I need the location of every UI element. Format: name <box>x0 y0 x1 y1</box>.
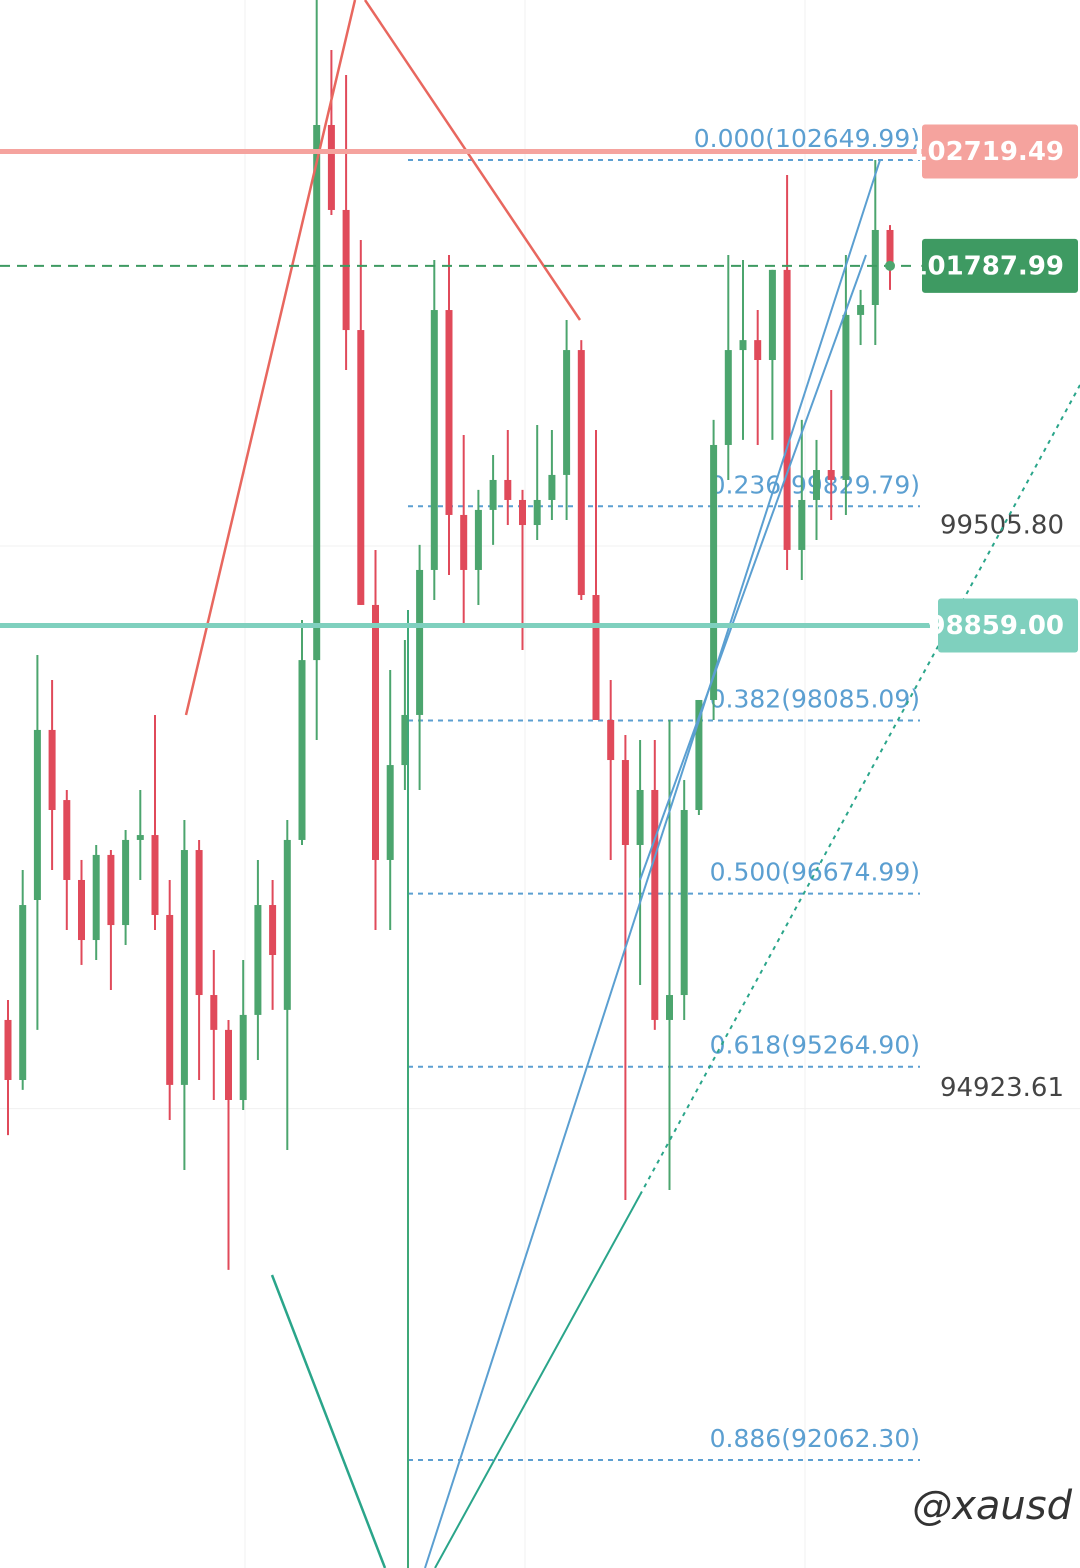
candle-body <box>210 995 218 1030</box>
candle-body <box>4 1019 12 1080</box>
candle-body <box>78 879 85 941</box>
candle-body <box>445 310 453 515</box>
candle-body <box>636 789 644 845</box>
candle-body <box>474 509 482 570</box>
trendline-dotted <box>639 384 1080 1196</box>
candle-body <box>592 595 600 721</box>
candle-body <box>63 800 71 880</box>
candles <box>4 0 894 1270</box>
candle-body <box>607 720 615 761</box>
candle-body <box>827 470 835 480</box>
candle-body <box>92 854 100 941</box>
trendline <box>424 159 881 1568</box>
candle-body <box>327 125 335 210</box>
candle-body <box>33 729 41 900</box>
fib-level-label: 0.500(96674.99) <box>710 858 920 887</box>
candle-body <box>151 835 159 915</box>
candle-body <box>504 479 512 500</box>
candle-body <box>695 699 703 810</box>
candle-body <box>798 499 806 550</box>
candle-body <box>842 314 850 480</box>
last-price-dot <box>885 260 895 271</box>
candle-body <box>621 760 629 845</box>
candle-body <box>768 269 776 361</box>
candle-body <box>136 835 144 840</box>
candle-body <box>533 499 541 526</box>
candle-body <box>430 310 438 570</box>
y-tick-label: 99505.80 <box>940 511 1064 541</box>
candle-body <box>739 340 747 351</box>
candle-body <box>857 305 865 315</box>
price-label: 102719.49 <box>909 137 1064 167</box>
candle-body <box>680 809 688 996</box>
watermark: @xausd <box>912 1483 1072 1529</box>
candle-body <box>563 350 571 475</box>
candle-body <box>666 995 673 1020</box>
candle-body <box>886 229 894 266</box>
y-tick-label: 94923.61 <box>940 1073 1064 1103</box>
trendline <box>270 1274 387 1568</box>
candle-body <box>710 444 718 700</box>
candle-body <box>19 905 27 1080</box>
candle-body <box>122 839 130 926</box>
candle-body <box>195 850 203 996</box>
drawings <box>184 0 1080 1568</box>
fib-level-label: 0.618(95264.90) <box>710 1031 920 1060</box>
candle-body <box>225 1029 232 1101</box>
candle-body <box>401 714 409 766</box>
price-label-box <box>938 598 1078 653</box>
candle-body <box>166 914 174 1085</box>
candle-body <box>107 854 115 926</box>
price-label: 98859.00 <box>927 611 1064 641</box>
vertical-grid <box>244 0 806 1568</box>
candle-body <box>254 905 262 1015</box>
candle-body <box>548 474 556 500</box>
candle-body <box>651 789 659 1020</box>
candle-body <box>416 569 424 715</box>
trendline <box>434 1194 641 1568</box>
trendline <box>639 254 867 881</box>
fib-level-label: 0.886(92062.30) <box>710 1424 920 1453</box>
price-lines: 102719.49 101787.99 98859.00 <box>0 124 1078 653</box>
fib-level-label: 0.000(102649.99) <box>694 124 920 153</box>
candle-body <box>283 839 291 1010</box>
candle-body <box>386 765 394 860</box>
candle-body <box>372 604 379 860</box>
candle-body <box>298 660 306 840</box>
candle-body <box>269 905 277 956</box>
candle-body <box>239 1014 247 1101</box>
price-label: 101787.99 <box>909 251 1064 281</box>
candle-body <box>577 350 585 596</box>
trendline <box>184 0 357 716</box>
fib-level-label: 0.382(98085.09) <box>710 684 920 713</box>
candle-body <box>724 350 732 445</box>
candle-body <box>783 269 791 550</box>
candle-body <box>180 850 188 1085</box>
candle-body <box>342 209 350 331</box>
candle-body <box>871 229 879 306</box>
fibonacci: 0.000(102649.99)0.236(99829.79)0.382(980… <box>408 124 920 1461</box>
price-label-box <box>922 238 1078 293</box>
candle-body <box>754 340 762 361</box>
candle-body <box>460 514 468 570</box>
price-label-box <box>922 124 1078 179</box>
grid: 99505.80 94923.61 <box>0 511 1080 1110</box>
candle-body <box>489 479 497 510</box>
candle-body <box>813 470 820 500</box>
candle-body <box>357 330 365 605</box>
candle-body <box>519 499 526 526</box>
trendline <box>363 0 582 321</box>
candle-body <box>313 125 321 661</box>
candle-body <box>48 729 56 810</box>
